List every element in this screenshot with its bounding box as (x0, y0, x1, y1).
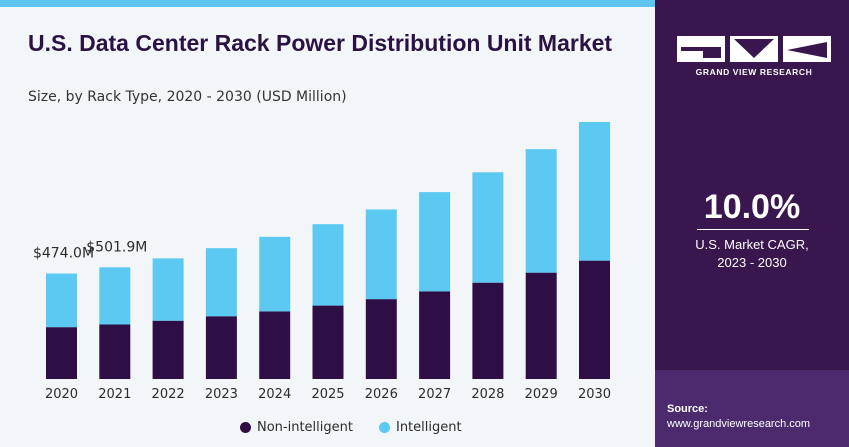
x-tick-label-2021: 2021 (98, 387, 131, 402)
data-label-2021: $501.9M (86, 239, 147, 255)
x-tick-label-2030: 2030 (578, 387, 611, 402)
cagr-value: 10.0% (703, 188, 801, 226)
bar-non-intelligent-2027 (419, 291, 451, 379)
gvr-logo-icon (677, 36, 831, 62)
x-tick-label-2027: 2027 (418, 387, 451, 402)
bar-intelligent-2030 (579, 122, 610, 261)
cagr-label-line1: U.S. Market CAGR, (695, 237, 809, 252)
source-box: Source: www.grandviewresearch.com (655, 370, 849, 447)
bar-chart: 2020 2021 2022 2023 2024 2025 2026 2027 2028 2029… (33, 122, 611, 402)
legend-swatch-intelligent (378, 422, 390, 433)
x-tick-label-2028: 2028 (471, 387, 504, 402)
bar-non-intelligent-2024 (259, 311, 291, 379)
x-tick-label-2022: 2022 (152, 387, 185, 402)
x-tick-label-2024: 2024 (258, 387, 291, 402)
cagr-divider (697, 229, 809, 230)
x-tick-label-2026: 2026 (365, 387, 398, 402)
legend-swatch-non-intelligent (240, 422, 251, 433)
legend-item-non-intelligent: Non-intelligent (240, 420, 353, 435)
bar-non-intelligent-2020 (46, 327, 77, 379)
bar-non-intelligent-2030 (579, 260, 610, 379)
legend-label-non-intelligent: Non-intelligent (257, 420, 353, 435)
logo-text: GRAND VIEW RESEARCH (695, 67, 813, 77)
grand-view-research-logo: GRAND VIEW RESEARCH (677, 36, 831, 77)
bar-non-intelligent-2022 (152, 320, 184, 379)
bar-intelligent-2028 (472, 172, 504, 283)
legend-item-intelligent: Intelligent (378, 420, 462, 435)
x-tick-label-2023: 2023 (205, 387, 238, 402)
chart-legend: Non-intelligent Intelligent (240, 420, 462, 435)
bar-non-intelligent-2025 (312, 305, 344, 379)
bar-intelligent-2023 (205, 248, 237, 317)
bar-intelligent-2026 (365, 209, 397, 300)
bar-non-intelligent-2028 (472, 282, 504, 379)
chart-title: U.S. Data Center Rack Power Distribution… (28, 30, 613, 56)
x-tick-label-2020: 2020 (45, 387, 78, 402)
data-label-2020: $474.0M (33, 246, 94, 262)
legend-label-intelligent: Intelligent (395, 420, 462, 435)
cagr-label-line2: 2023 - 2030 (717, 255, 787, 270)
x-tick-label-2029: 2029 (525, 387, 558, 402)
bar-non-intelligent-2026 (365, 299, 397, 379)
bar-intelligent-2021 (99, 267, 131, 325)
sidebar-panel: GRAND VIEW RESEARCH 10.0% U.S. Market CA… (655, 0, 849, 447)
bar-intelligent-2024 (259, 236, 291, 312)
x-tick-label-2025: 2025 (311, 387, 344, 402)
source-link[interactable]: www.grandviewresearch.com (667, 418, 811, 430)
source-title: Source: (667, 403, 708, 415)
bar-intelligent-2025 (312, 224, 344, 306)
bar-intelligent-2020 (46, 273, 77, 328)
chart-subtitle: Size, by Rack Type, 2020 - 2030 (USD Mil… (28, 89, 347, 105)
bar-intelligent-2022 (152, 258, 184, 321)
bar-intelligent-2027 (419, 192, 451, 292)
bar-intelligent-2029 (525, 149, 557, 273)
top-accent-bar (0, 0, 655, 7)
bar-non-intelligent-2021 (99, 324, 131, 379)
bar-non-intelligent-2029 (525, 272, 557, 379)
cagr-label: U.S. Market CAGR, 2023 - 2030 (655, 236, 849, 272)
bar-non-intelligent-2023 (205, 316, 237, 379)
